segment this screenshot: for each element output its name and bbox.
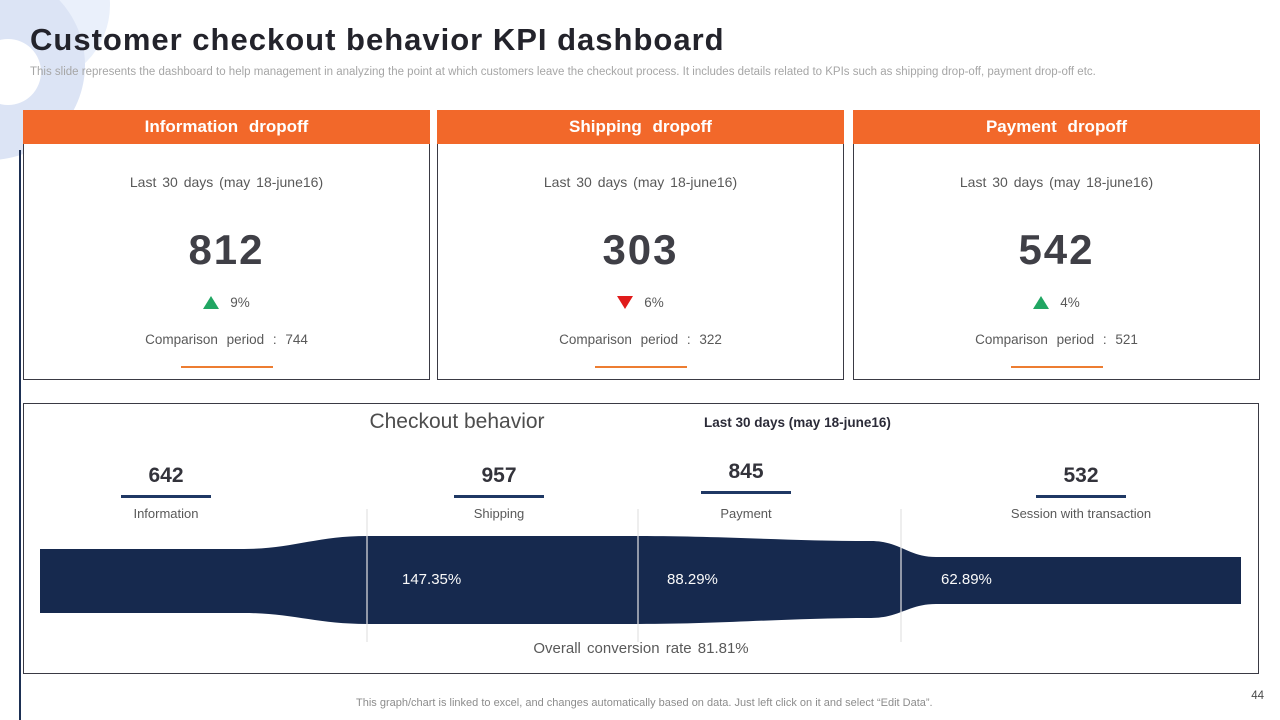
trend-row: 4% <box>854 295 1259 310</box>
checkout-behavior-chart[interactable]: Checkout behavior Last 30 days (may 18-j… <box>23 403 1259 674</box>
stage-label: Session with transaction <box>1010 506 1152 521</box>
stage-value: 957 <box>481 464 517 487</box>
chart-title: Checkout behavior <box>369 410 545 433</box>
comparison-period: Comparison period : 744 <box>145 332 308 347</box>
stage-underline <box>701 491 791 494</box>
kpi-value: 812 <box>188 226 265 273</box>
stage-value: 642 <box>148 464 184 487</box>
kpi-card-shipping-dropoff: Shipping dropoff Last 30 days (may 18-ju… <box>437 110 844 380</box>
stage-underline <box>454 495 544 498</box>
footer-note: This graph/chart is linked to excel, and… <box>356 697 933 709</box>
stage-label: Payment <box>720 506 772 521</box>
orange-underline <box>594 366 687 368</box>
stage-session-with-transaction: 532 Session with transaction <box>971 464 1191 521</box>
stage-value: 845 <box>728 460 764 483</box>
chart-period: Last 30 days (may 18-june16) <box>704 415 891 430</box>
overall-conversion-label: Overall conversion rate 81.81% <box>533 640 749 657</box>
page-subtitle: This slide represents the dashboard to h… <box>30 66 1096 78</box>
trend-row: 6% <box>438 295 843 310</box>
card-body: Last 30 days (may 18-june16) 303 6% Comp… <box>437 144 844 380</box>
stage-underline <box>121 495 211 498</box>
stage-information: 642 Information <box>56 464 276 521</box>
comparison-period: Comparison period : 521 <box>975 332 1138 347</box>
orange-underline <box>180 366 273 368</box>
stage-label: Information <box>133 506 199 521</box>
card-body: Last 30 days (may 18-june16) 812 9% Comp… <box>23 144 430 380</box>
trend-up-icon <box>203 296 220 309</box>
trend-percent: 6% <box>644 295 664 310</box>
conversion-percent-payment: 88.29% <box>667 571 718 588</box>
trend-percent: 9% <box>230 295 250 310</box>
trend-percent: 4% <box>1060 295 1080 310</box>
card-period: Last 30 days (may 18-june16) <box>959 174 1154 190</box>
comparison-period: Comparison period : 322 <box>559 332 722 347</box>
stage-value: 532 <box>1063 464 1099 487</box>
trend-down-icon <box>617 296 634 309</box>
kpi-value: 303 <box>602 226 679 273</box>
trend-row: 9% <box>24 295 429 310</box>
card-title: Shipping dropoff <box>437 110 844 144</box>
orange-underline <box>1010 366 1103 368</box>
card-title: Information dropoff <box>23 110 430 144</box>
trend-up-icon <box>1033 296 1050 309</box>
stage-payment: 845 Payment <box>636 460 856 521</box>
conversion-percent-shipping: 147.35% <box>402 571 462 588</box>
page-number: 44 <box>1251 690 1264 702</box>
card-period: Last 30 days (may 18-june16) <box>543 174 738 190</box>
kpi-card-payment-dropoff: Payment dropoff Last 30 days (may 18-jun… <box>853 110 1260 380</box>
card-title: Payment dropoff <box>853 110 1260 144</box>
card-period: Last 30 days (may 18-june16) <box>129 174 324 190</box>
funnel-area <box>40 536 1241 624</box>
decorative-vertical-line <box>19 150 21 720</box>
kpi-value: 542 <box>1018 226 1095 273</box>
card-body: Last 30 days (may 18-june16) 542 4% Comp… <box>853 144 1260 380</box>
page-title: Customer checkout behavior KPI dashboard <box>30 22 725 57</box>
funnel-shape <box>40 509 1241 642</box>
stage-underline <box>1036 495 1126 498</box>
kpi-card-information-dropoff: Information dropoff Last 30 days (may 18… <box>23 110 430 380</box>
stage-shipping: 957 Shipping <box>389 464 609 521</box>
stage-label: Shipping <box>473 506 525 521</box>
conversion-percent-session: 62.89% <box>941 571 992 588</box>
